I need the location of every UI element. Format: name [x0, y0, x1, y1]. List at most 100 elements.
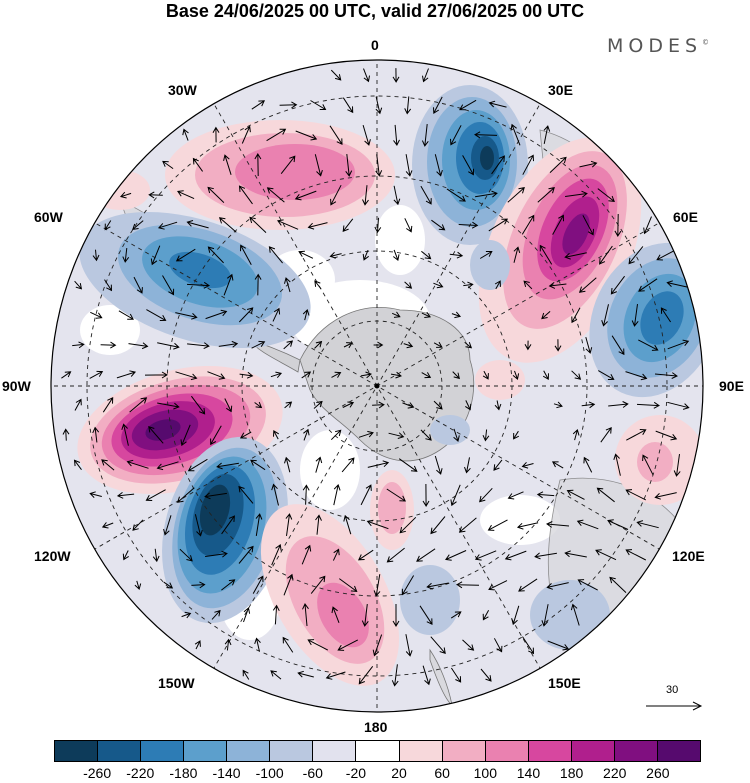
wind-vector: [401, 575, 415, 596]
wind-vector: [459, 99, 477, 111]
wind-vector: [298, 250, 314, 259]
wind-vector: [430, 636, 446, 655]
wind-vector: [207, 371, 226, 380]
wind-vector: [284, 456, 291, 473]
wind-vector: [100, 341, 117, 349]
wind-vector: [212, 126, 220, 143]
wind-vector: [464, 341, 473, 349]
wind-vector: [307, 639, 329, 651]
wind-vector: [254, 401, 263, 409]
wind-vector: [543, 125, 551, 144]
wind-vector: [101, 522, 114, 529]
colorbar-swatch: [571, 741, 615, 761]
wind-vector: [272, 307, 281, 322]
wind-vector: [610, 275, 625, 295]
wind-vector: [667, 401, 690, 410]
wind-vector: [122, 248, 130, 263]
wind-vector: [608, 401, 629, 408]
wind-vector: [330, 69, 342, 81]
wind-vector: [636, 401, 660, 409]
wind-vector: [129, 397, 148, 413]
colorbar: [54, 740, 701, 762]
wind-vector: [343, 342, 353, 349]
wind-vector: [494, 280, 501, 290]
wind-vector: [132, 220, 144, 231]
wind-vector: [314, 280, 322, 290]
wind-vector: [126, 459, 149, 469]
reference-vector-label: 30: [666, 684, 679, 696]
wind-vector: [191, 395, 206, 415]
wind-vector: [491, 155, 505, 175]
lon-label-180: 180: [364, 719, 388, 735]
wind-vector: [194, 640, 201, 650]
wind-vector: [179, 548, 193, 562]
wind-vector: [403, 341, 414, 349]
wind-vector: [614, 213, 622, 237]
wind-vector: [157, 342, 180, 350]
wind-vector: [450, 611, 462, 619]
wind-vector: [386, 547, 405, 563]
wind-vector: [146, 309, 167, 321]
colorbar-swatch: [313, 741, 357, 761]
wind-vector: [373, 574, 381, 597]
wind-vector: [238, 545, 254, 564]
wind-vector: [221, 579, 236, 591]
wind-vector: [152, 548, 160, 563]
wind-vector: [404, 218, 413, 233]
wind-vector: [192, 157, 204, 172]
wind-vector: [474, 550, 497, 561]
wind-vector: [462, 639, 475, 651]
wind-vector: [175, 371, 198, 381]
neutral-regions: [80, 205, 560, 640]
wind-vector: [416, 548, 436, 562]
wind-vector: [358, 430, 374, 438]
wind-vector: [358, 665, 374, 685]
colorbar-tick-label: -260: [83, 765, 112, 781]
colorbar-swatch: [485, 741, 529, 761]
wind-vector: [187, 342, 210, 350]
wind-vector: [450, 125, 462, 146]
wind-vector: [548, 282, 567, 289]
wind-vector: [266, 187, 285, 203]
wind-vector: [104, 279, 113, 292]
wind-vector: [363, 68, 370, 83]
wind-vector: [175, 248, 196, 262]
wind-vector: [218, 340, 239, 348]
wind-vector: [73, 459, 82, 470]
wind-vector: [552, 214, 564, 235]
wind-vector: [479, 251, 493, 259]
wind-vector: [564, 252, 587, 260]
wind-vector: [419, 605, 433, 626]
wind-vector: [572, 428, 580, 441]
wind-vector: [101, 459, 115, 471]
colorbar-tick-label: -140: [212, 765, 241, 781]
wind-vector: [118, 310, 134, 320]
wind-vector: [660, 307, 672, 323]
wind-vector: [119, 191, 132, 199]
wind-vector: [518, 578, 538, 592]
wind-vector: [89, 491, 102, 498]
wind-vector: [238, 485, 254, 504]
colorbar-tick-label: -20: [345, 765, 367, 781]
wind-vector: [224, 398, 233, 413]
lon-label-30w: 30W: [168, 82, 197, 98]
wind-vector: [360, 371, 372, 379]
wind-vector: [357, 549, 374, 561]
wind-vector: [421, 124, 429, 147]
wind-vector: [541, 311, 551, 320]
wind-vector: [433, 341, 443, 348]
lon-label-150w: 150W: [158, 675, 195, 691]
wind-vector: [372, 401, 385, 409]
wind-vector: [133, 276, 143, 294]
wind-vector: [175, 312, 198, 320]
wind-vector: [504, 550, 527, 561]
wind-vector: [516, 522, 539, 530]
wind-vector: [204, 492, 227, 500]
positive-anomaly-mid-atlantic: [165, 120, 395, 230]
wind-vector: [250, 459, 266, 471]
colorbar-tick-label: 100: [473, 765, 498, 781]
wind-vector: [599, 245, 613, 265]
wind-vector: [421, 250, 432, 260]
wind-vector: [463, 281, 474, 289]
wind-vector: [157, 402, 180, 410]
